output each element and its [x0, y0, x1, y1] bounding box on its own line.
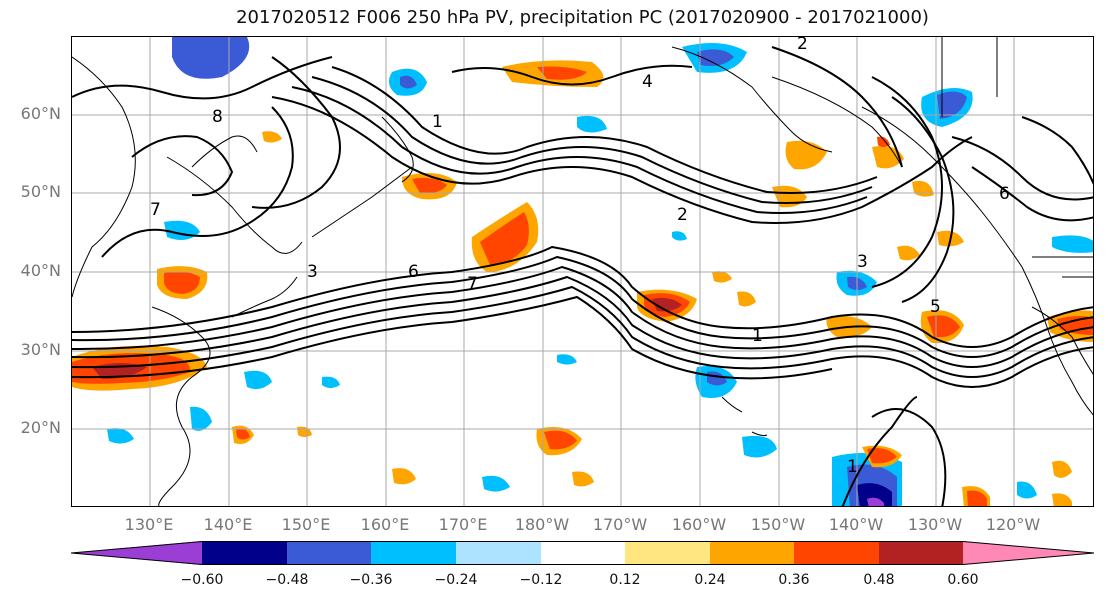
- map-canvas: 1 2 3 4 5 6 7 8 2 1 6 3 1 7: [72, 37, 1093, 506]
- contour-label: 4: [642, 72, 653, 92]
- contour-label: 5: [930, 297, 941, 317]
- lat-label: 40°N: [20, 261, 61, 280]
- lon-label: 160°E: [360, 515, 410, 534]
- contour-label: 1: [752, 326, 763, 346]
- contour-label: 6: [408, 262, 419, 282]
- contour-label: 1: [432, 112, 443, 132]
- colorbar-tick-label: −0.60: [180, 572, 224, 588]
- colorbar: [71, 541, 1095, 565]
- contour-label: 6: [999, 184, 1010, 204]
- contour-label: 7: [150, 200, 161, 220]
- lon-label: 170°E: [438, 515, 488, 534]
- map-panel: 1 2 3 4 5 6 7 8 2 1 6 3 1 7: [71, 36, 1094, 507]
- contour-label: 7: [467, 274, 478, 294]
- colorbar-tick-label: −0.24: [434, 572, 478, 588]
- contour-label: 2: [797, 37, 808, 54]
- colorbar-segment: [456, 541, 541, 565]
- plot-title: 2017020512 F006 250 hPa PV, precipitatio…: [236, 7, 929, 28]
- colorbar-segment: [541, 541, 625, 565]
- lat-label: 20°N: [20, 418, 61, 437]
- lon-label: 150°E: [281, 515, 331, 534]
- colorbar-segment: [202, 541, 287, 565]
- contour-label: 3: [307, 262, 318, 282]
- pv-contours: [72, 46, 1093, 506]
- colorbar-segment: [371, 541, 456, 565]
- lon-label: 140°E: [203, 515, 253, 534]
- colorbar-tick-label: 0.60: [947, 572, 979, 588]
- lat-label: 50°N: [20, 182, 61, 201]
- lon-label: 130°E: [124, 515, 174, 534]
- lon-label: 150°W: [750, 515, 806, 534]
- lon-label: 160°W: [671, 515, 727, 534]
- colorbar-tick-label: 0.12: [609, 572, 641, 588]
- lon-label: 170°W: [592, 515, 648, 534]
- lon-label: 140°W: [828, 515, 884, 534]
- colorbar-tick-label: −0.12: [519, 572, 563, 588]
- lat-label: 30°N: [20, 340, 61, 359]
- lon-label: 180°W: [514, 515, 570, 534]
- colorbar-segment: [963, 541, 1094, 565]
- colorbar-tick-label: −0.36: [349, 572, 393, 588]
- contour-labels: 1 2 3 4 5 6 7 8 2 1 6 3 1 7: [150, 37, 1010, 477]
- contour-label: 1: [847, 457, 858, 477]
- colorbar-segment: [625, 541, 710, 565]
- colorbar-tick-label: 0.24: [694, 572, 726, 588]
- colorbar-segment: [287, 541, 371, 565]
- colorbar-tick-label: 0.36: [778, 572, 810, 588]
- colorbar-segment: [879, 541, 963, 565]
- colorbar-segment: [71, 541, 202, 565]
- lon-label: 120°W: [985, 515, 1041, 534]
- colorbar-segment: [710, 541, 794, 565]
- contour-label: 2: [677, 205, 688, 225]
- colorbar-tick-label: 0.48: [863, 572, 895, 588]
- lat-label: 60°N: [20, 104, 61, 123]
- colorbar-tick-label: −0.48: [265, 572, 309, 588]
- contour-label: 3: [857, 252, 868, 272]
- colorbar-segment: [794, 541, 879, 565]
- lon-label: 130°W: [907, 515, 963, 534]
- contour-label: 8: [212, 107, 223, 127]
